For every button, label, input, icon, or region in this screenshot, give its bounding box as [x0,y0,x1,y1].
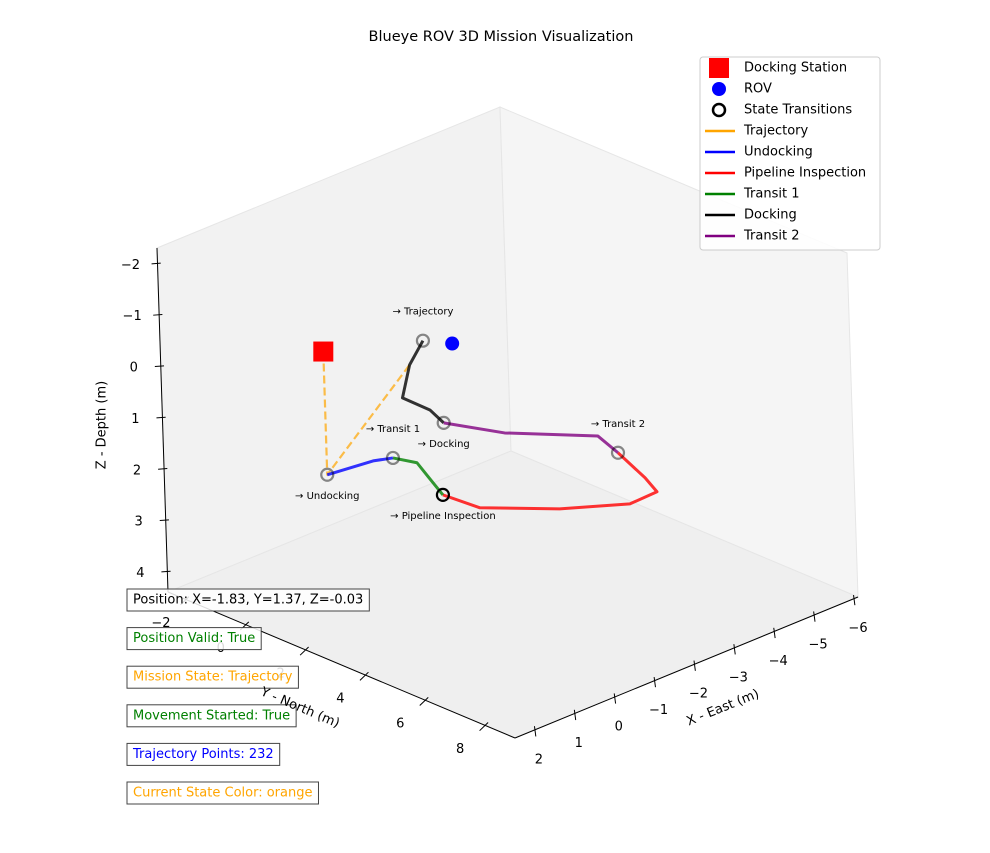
info-boxes: Position: X=-1.83, Y=1.37, Z=-0.03 Positi… [126,588,370,805]
trajectory-line [442,451,659,511]
transition-label: → Trajectory [392,307,453,318]
info-text: Trajectory Points: 232 [132,747,274,762]
info-box [126,665,299,689]
x-tick [693,660,696,671]
trajectory-line [443,421,619,454]
x-tick [533,726,537,737]
x-tick-label: −3 [729,670,748,685]
legend-label: Transit 1 [743,187,799,202]
state-transition [610,445,626,460]
y-tick [419,697,429,706]
x-tick-label: 2 [535,752,543,767]
info-box [126,742,281,766]
z-tick [161,570,171,573]
info-text: Position: X=-1.83, Y=1.37, Z=-0.03 [133,593,363,608]
x-tick-label: −2 [689,687,708,702]
z-tick [159,519,169,522]
x-tick-label: 0 [615,720,623,735]
info-box [126,588,370,612]
legend-label: Trajectory [743,124,808,139]
x-tick [853,594,856,606]
z-tick-label: −1 [123,309,142,324]
x-tick [733,644,736,655]
legend-marker [711,102,727,118]
y-tick-label: 6 [396,717,404,732]
z-tick-label: 2 [133,463,141,478]
legend-label: ROV [744,82,772,97]
x-tick [573,709,577,721]
y-axis-line [167,591,516,739]
z-tick [156,416,166,419]
legend-marker [709,58,729,78]
x-tick-label: −5 [809,638,828,653]
rov [445,336,460,351]
legend: Docking Station ROV State Transitions Traje… [699,56,881,251]
y-tick [299,646,309,656]
state-transition [435,487,451,502]
info-box [126,781,319,805]
legend-label: Docking [744,208,797,223]
info-text: Position Valid: True [133,631,255,646]
z-tick-label: 4 [136,566,144,581]
z-tick [158,468,168,470]
info-text: Mission State: Trajectory [133,670,293,685]
info-box [126,627,262,651]
x-tick-label: −6 [848,621,867,636]
x-tick [813,611,816,622]
info-text: Current State Color: orange [133,786,312,801]
transition-label: → Transit 1 [366,424,420,435]
x-tick-label: 1 [575,736,583,751]
legend-box [699,56,881,251]
x-tick-label: −1 [649,703,668,718]
legend-label: Undocking [744,145,813,160]
legend-marker [712,82,726,96]
legend-label: Docking Station [744,61,847,76]
chart-title: Blueye ROV 3D Mission Visualization [369,29,634,45]
z-tick-label: 3 [135,515,143,530]
x-tick [613,693,617,704]
info-text: Movement Started: True [133,708,290,723]
state-transition [436,415,451,431]
y-tick [359,671,369,681]
state-transition [415,333,431,348]
docking-station [313,341,334,362]
state-transition [385,450,401,466]
transition-label: → Transit 2 [591,419,645,430]
trajectory-line [326,456,394,477]
z-tick [154,365,165,368]
z-tick-label: −2 [121,258,140,273]
z-tick-label: 1 [131,412,139,427]
z-axis-line [156,247,169,593]
legend-label: State Transitions [744,103,852,118]
x-axis-line [514,596,859,739]
y-tick-label: 8 [456,742,464,757]
transition-label: → Pipeline Inspection [390,511,496,522]
z-tick [153,314,163,316]
x-tick-label: −4 [769,654,788,669]
transition-label: → Undocking [295,491,359,502]
info-box [126,704,297,728]
plot-area: → Undocking → Transit 1 → Pipeline Inspect… [295,307,659,522]
z-tick [151,262,161,265]
z-axis-label: Z - Depth (m) [95,381,110,469]
state-transition [320,467,335,482]
x-tick [773,627,776,639]
transition-label: → Docking [418,439,470,450]
trajectory-line [400,339,445,424]
trajectory-line [392,456,445,496]
legend-label: Transit 2 [743,229,799,244]
z-tick-label: 0 [130,361,138,376]
y-tick-label: 4 [336,692,344,707]
legend-label: Pipeline Inspection [744,166,866,181]
y-tick [479,722,489,732]
x-tick [653,676,656,688]
